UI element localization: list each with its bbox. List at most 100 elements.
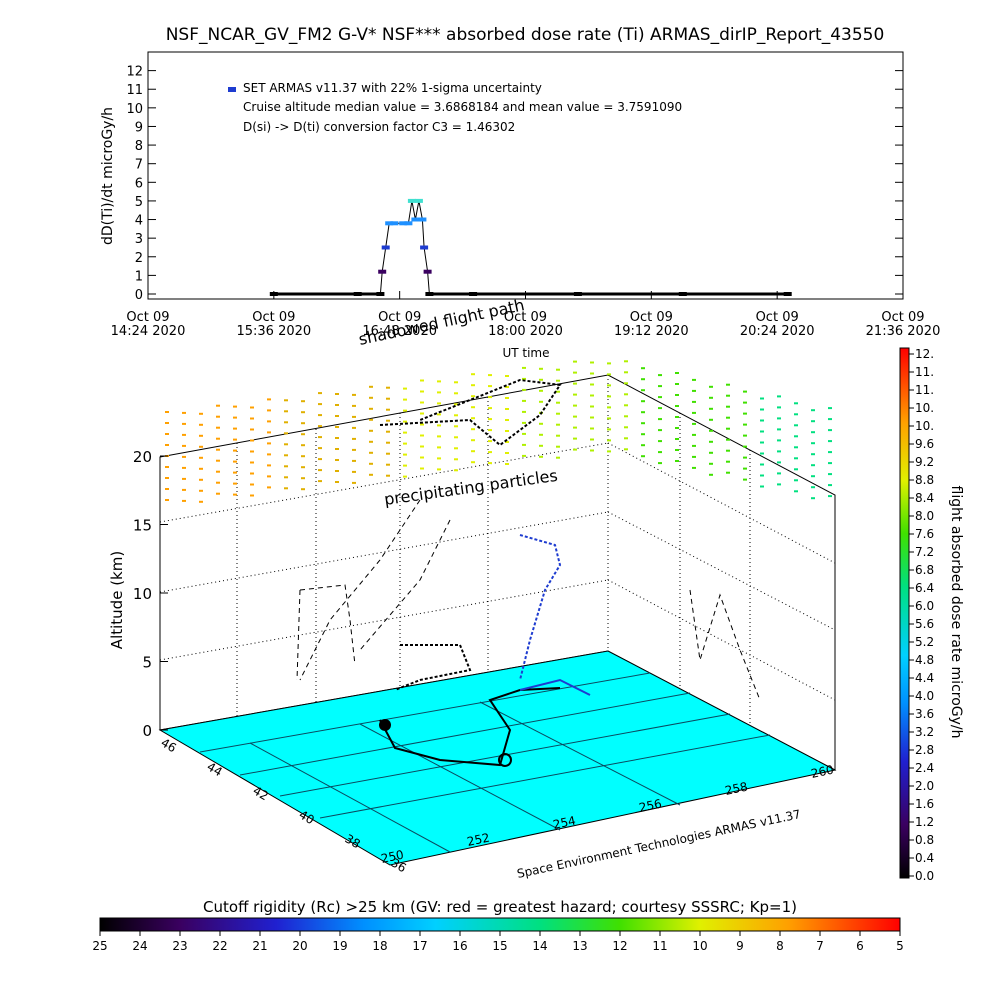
- legend-line-3: D(si) -> D(ti) conversion factor C3 = 1.…: [243, 120, 515, 134]
- bottom-tick-label: 6: [856, 939, 864, 953]
- bottom-tick-label: 13: [572, 939, 587, 953]
- top-y-axis-label: dD(Ti)/dt microGy/h: [100, 107, 116, 245]
- right-colorbar: 0.0 0.4 0.8 1.2 1.6 2.0 2.4 2.8 3.2 3.6 4.0 4.4 4.8 5…: [899, 347, 964, 883]
- series-point: [783, 292, 792, 296]
- bottom-tick-label: 17: [412, 939, 427, 953]
- right-tick-label: 0.8: [915, 833, 934, 847]
- flight-path: [296, 378, 761, 701]
- bottom-tick-label: 11: [652, 939, 667, 953]
- z-axis: 0 5 10 15 20 Altitude (km): [108, 448, 168, 740]
- bottom-tick-label: 20: [292, 939, 307, 953]
- lon-tick-label: 256: [638, 796, 663, 814]
- lon-tick-label: 250: [380, 847, 405, 865]
- legend-line-1: SET ARMAS v11.37 with 22% 1-sigma uncert…: [243, 81, 542, 95]
- right-tick-label: 1.2: [915, 815, 934, 829]
- series-point: [390, 221, 399, 226]
- z-axis-label: Altitude (km): [108, 551, 126, 649]
- top-y-tick-label: 2: [135, 251, 143, 266]
- top-x-tick-date: Oct 09: [504, 310, 547, 325]
- right-tick-label: 4.0: [915, 689, 934, 703]
- top-y-tick-label: 7: [135, 158, 143, 173]
- series-point: [378, 269, 387, 274]
- lat-tick-label: 38: [343, 831, 363, 851]
- top-x-tick-date: Oct 09: [630, 310, 673, 325]
- right-colorbar-scale: [899, 347, 910, 879]
- bottom-tick-label: 15: [492, 939, 507, 953]
- top-y-tick-label: 5: [135, 195, 143, 210]
- right-tick-label: 4.4: [915, 671, 934, 685]
- z-tick-label: 0: [142, 722, 152, 740]
- top-y-tick-label: 6: [135, 176, 143, 191]
- right-tick-label: 8.0: [915, 509, 934, 523]
- 3d-grid: [159, 375, 836, 726]
- top-y-tick-label: 9: [135, 120, 143, 135]
- top-x-tick-time: 14:24 2020: [111, 324, 186, 339]
- top-x-tick-time: 20:24 2020: [740, 324, 815, 339]
- right-tick-label: 11.: [915, 383, 934, 397]
- series-point: [414, 198, 423, 203]
- right-tick-label: 9.6: [915, 437, 934, 451]
- bottom-tick-label: 7: [816, 939, 824, 953]
- bottom-tick-label: 23: [172, 939, 187, 953]
- series-point: [411, 217, 420, 222]
- precip-curtain: [165, 360, 832, 503]
- bottom-tick-label: 25: [92, 939, 107, 953]
- bottom-tick-label: 16: [452, 939, 467, 953]
- right-tick-label: 4.8: [915, 653, 934, 667]
- series-point: [269, 292, 278, 296]
- series-point: [420, 245, 429, 250]
- right-tick-label: 5.2: [915, 635, 934, 649]
- lat-tick-label: 40: [297, 807, 317, 827]
- top-x-tick-time: 21:36 2020: [866, 324, 941, 339]
- ground-track: [379, 678, 591, 767]
- lon-tick-label: 258: [724, 779, 749, 797]
- lon-tick-label: 260: [810, 762, 835, 780]
- top-y-tick-label: 3: [135, 232, 143, 247]
- top-x-tick-time: 15:36 2020: [236, 324, 311, 339]
- series-point: [404, 221, 413, 226]
- right-tick-label: 7.2: [915, 545, 934, 559]
- top-x-tick-date: Oct 09: [252, 310, 295, 325]
- right-tick-label: 3.6: [915, 707, 934, 721]
- top-x-tick-date: Oct 09: [378, 310, 421, 325]
- top-x-tick-date: Oct 09: [881, 310, 924, 325]
- right-tick-label: 0.4: [915, 851, 934, 865]
- lon-tick-label: 252: [466, 830, 491, 848]
- map-grid: [199, 672, 771, 853]
- z-tick-label: 10: [133, 585, 152, 603]
- bottom-tick-label: 18: [372, 939, 387, 953]
- bottom-tick-label: 14: [532, 939, 547, 953]
- right-tick-label: 6.4: [915, 581, 934, 595]
- right-tick-label: 0.0: [915, 869, 934, 883]
- bottom-colorbar: Cutoff rigidity (Rc) >25 km (GV: red = g…: [92, 898, 903, 953]
- bottom-tick-label: 21: [252, 939, 267, 953]
- bottom-tick-label: 9: [736, 939, 744, 953]
- right-colorbar-label: flight absorbed dose rate microGy/h: [948, 486, 964, 739]
- top-y-tick-label: 11: [126, 83, 143, 98]
- lon-tick-label: 254: [552, 813, 577, 831]
- lat-tick-label: 36: [389, 855, 409, 875]
- z-tick-label: 5: [142, 654, 152, 672]
- top-y-tick-label: 4: [135, 214, 143, 229]
- bottom-tick-label: 19: [332, 939, 347, 953]
- top-x-axis-label: UT time: [502, 346, 549, 360]
- z-tick-label: 20: [133, 448, 152, 466]
- right-tick-label: 12.: [915, 347, 934, 361]
- precipitating-label: precipitating particles: [383, 466, 559, 509]
- top-y-tick-label: 0: [135, 288, 143, 303]
- right-tick-label: 11.: [915, 365, 934, 379]
- top-x-tick-date: Oct 09: [126, 310, 169, 325]
- bottom-colorbar-scale: [99, 917, 901, 932]
- bottom-tick-label: 5: [896, 939, 904, 953]
- series-point: [381, 245, 390, 250]
- bottom-tick-label: 22: [212, 939, 227, 953]
- bottom-tick-label: 12: [612, 939, 627, 953]
- top-y-tick-label: 12: [126, 65, 143, 80]
- series-point: [423, 269, 432, 274]
- figure-title: NSF_NCAR_GV_FM2 G-V* NSF*** absorbed dos…: [166, 25, 885, 45]
